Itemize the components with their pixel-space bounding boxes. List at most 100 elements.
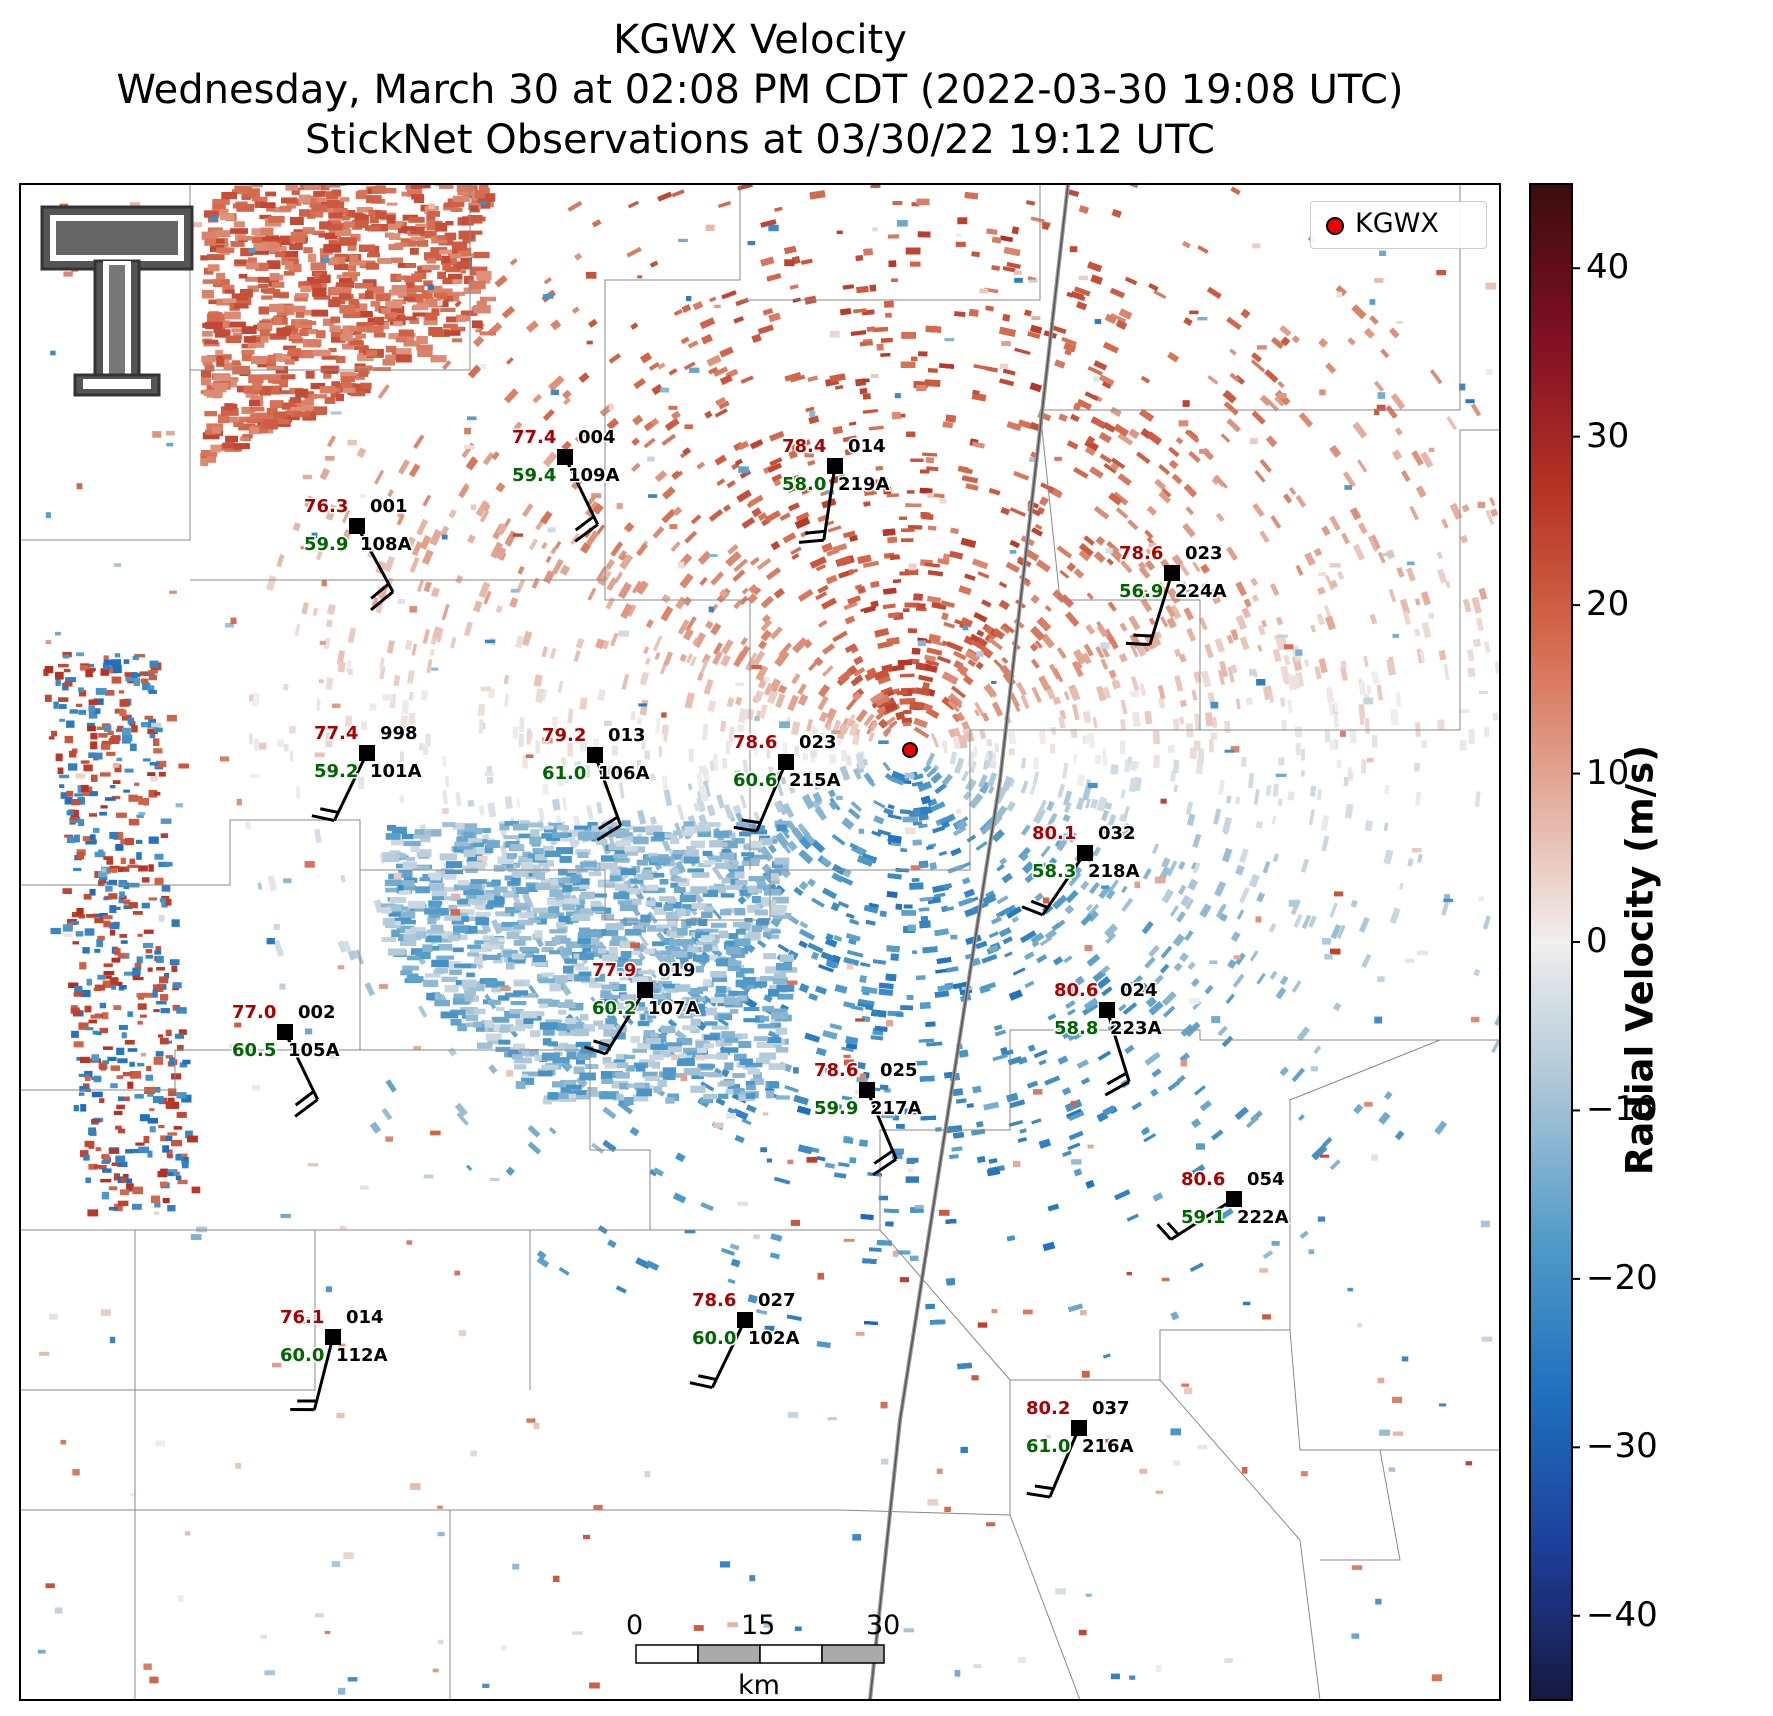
station-wind-dir: 998 — [380, 723, 418, 744]
station-id: 219A — [838, 474, 890, 495]
station-id: 107A — [648, 998, 700, 1019]
station-112A: 76.1 014 60.0 112A — [279, 1306, 389, 1412]
station-id: 105A — [288, 1040, 340, 1061]
station-temp: 80.2 — [1026, 1398, 1070, 1419]
station-marker — [778, 754, 794, 770]
station-marker — [349, 518, 365, 534]
radar-site-marker — [902, 742, 918, 758]
station-id: 218A — [1088, 861, 1140, 882]
scale-tick-0: 0 — [626, 1610, 644, 1641]
station-id: 109A — [568, 465, 620, 486]
station-temp: 77.9 — [592, 960, 636, 981]
station-marker — [737, 1312, 753, 1328]
station-temp: 78.6 — [1119, 543, 1163, 564]
station-id: 223A — [1110, 1018, 1162, 1039]
station-dewpoint: 60.2 — [592, 998, 636, 1019]
colorbar-tick-label: −10 — [1586, 1089, 1658, 1130]
station-marker — [1077, 845, 1093, 861]
colorbar-tick-label: −40 — [1586, 1594, 1658, 1635]
station-218A: 80.1 032 58.3 218A — [1021, 822, 1141, 917]
station-temp: 78.6 — [733, 732, 777, 753]
station-109A: 77.4 004 59.4 109A — [511, 426, 621, 543]
colorbar-tick-label: 10 — [1586, 752, 1630, 793]
station-temp: 77.4 — [314, 723, 358, 744]
station-wind-dir: 054 — [1247, 1169, 1285, 1190]
station-dewpoint: 60.0 — [280, 1345, 324, 1366]
station-106A: 79.2 013 61.0 106A — [541, 724, 651, 842]
station-dewpoint: 60.5 — [232, 1040, 276, 1061]
station-216A: 80.2 037 61.0 216A — [1025, 1397, 1135, 1499]
station-marker — [827, 458, 843, 474]
station-temp: 80.1 — [1032, 823, 1076, 844]
station-marker — [277, 1024, 293, 1040]
station-temp: 79.2 — [542, 725, 586, 746]
station-id: 106A — [598, 763, 650, 784]
station-id: 112A — [336, 1345, 388, 1366]
station-wind-dir: 025 — [880, 1060, 918, 1081]
colorbar — [1529, 183, 1580, 1701]
station-107A: 77.9 019 60.2 107A — [584, 959, 701, 1056]
colorbar-tick-label: 40 — [1586, 247, 1630, 288]
station-temp: 76.1 — [280, 1307, 324, 1328]
station-215A: 78.6 023 60.6 215A — [732, 731, 842, 833]
station-wind-dir: 014 — [848, 436, 886, 457]
chart-subtitle-time: Wednesday, March 30 at 02:08 PM CDT (202… — [116, 67, 1404, 113]
chart-title: KGWX Velocity — [613, 17, 907, 63]
station-wind-dir: 023 — [799, 732, 837, 753]
station-marker — [359, 745, 375, 761]
station-224A: 78.6 023 56.9 224A — [1118, 542, 1228, 647]
station-id: 222A — [1237, 1207, 1289, 1228]
station-id: 101A — [370, 761, 422, 782]
county-borders — [20, 185, 1500, 1700]
station-dewpoint: 59.1 — [1181, 1207, 1225, 1228]
station-105A: 77.0 002 60.5 105A — [231, 1001, 341, 1118]
station-marker — [557, 449, 573, 465]
velocity-echoes — [37, 184, 1500, 1695]
station-dewpoint: 59.4 — [512, 465, 556, 486]
station-dewpoint: 60.6 — [733, 770, 777, 791]
station-dewpoint: 59.2 — [314, 761, 358, 782]
colorbar-tick-label: −20 — [1586, 1257, 1658, 1298]
colorbar-tick-label: 0 — [1586, 921, 1608, 961]
station-marker — [1099, 1002, 1115, 1018]
legend-label: KGWX — [1355, 208, 1439, 239]
scale-tick-15: 15 — [741, 1610, 776, 1641]
station-217A: 78.6 025 59.9 217A — [813, 1059, 923, 1177]
station-temp: 76.3 — [304, 496, 348, 517]
station-id: 217A — [870, 1098, 922, 1119]
station-id: 215A — [789, 770, 841, 791]
colorbar-tick-label: 20 — [1586, 584, 1630, 625]
map-frame — [19, 183, 1501, 1701]
station-219A: 78.4 014 58.0 219A — [781, 435, 891, 544]
station-223A: 80.6 024 58.8 223A — [1053, 979, 1163, 1097]
station-temp: 77.4 — [512, 427, 556, 448]
station-id: 224A — [1175, 581, 1227, 602]
sticknet-stations: 76.3 001 59.9 108A 77.4 004 59.4 109A 78.4 014 58.… — [231, 426, 1290, 1499]
station-101A: 77.4 998 59.2 101A — [311, 722, 423, 822]
station-wind-dir: 001 — [370, 496, 408, 517]
station-wind-dir: 002 — [298, 1002, 336, 1023]
station-marker — [859, 1082, 875, 1098]
chart-subtitle-obs: StickNet Observations at 03/30/22 19:12 … — [305, 117, 1215, 163]
station-dewpoint: 60.0 — [692, 1328, 736, 1349]
station-dewpoint: 61.0 — [1026, 1436, 1070, 1457]
station-dewpoint: 61.0 — [542, 763, 586, 784]
station-wind-dir: 014 — [346, 1307, 384, 1328]
station-marker — [1226, 1191, 1242, 1207]
station-temp: 78.4 — [782, 436, 826, 457]
station-dewpoint: 58.8 — [1054, 1018, 1098, 1039]
station-temp: 78.6 — [814, 1060, 858, 1081]
station-temp: 80.6 — [1181, 1169, 1225, 1190]
scale-bar — [635, 1644, 885, 1664]
station-wind-dir: 019 — [658, 960, 696, 981]
station-id: 216A — [1082, 1436, 1134, 1457]
station-dewpoint: 59.9 — [304, 534, 348, 555]
station-wind-dir: 013 — [608, 725, 646, 746]
colorbar-tick-label: 30 — [1586, 415, 1630, 456]
station-wind-dir: 004 — [578, 427, 616, 448]
station-dewpoint: 58.0 — [782, 474, 826, 495]
radar-dot-icon — [1326, 217, 1344, 235]
station-102A: 78.6 027 60.0 102A — [689, 1289, 801, 1389]
station-108A: 76.3 001 59.9 108A — [303, 495, 413, 611]
